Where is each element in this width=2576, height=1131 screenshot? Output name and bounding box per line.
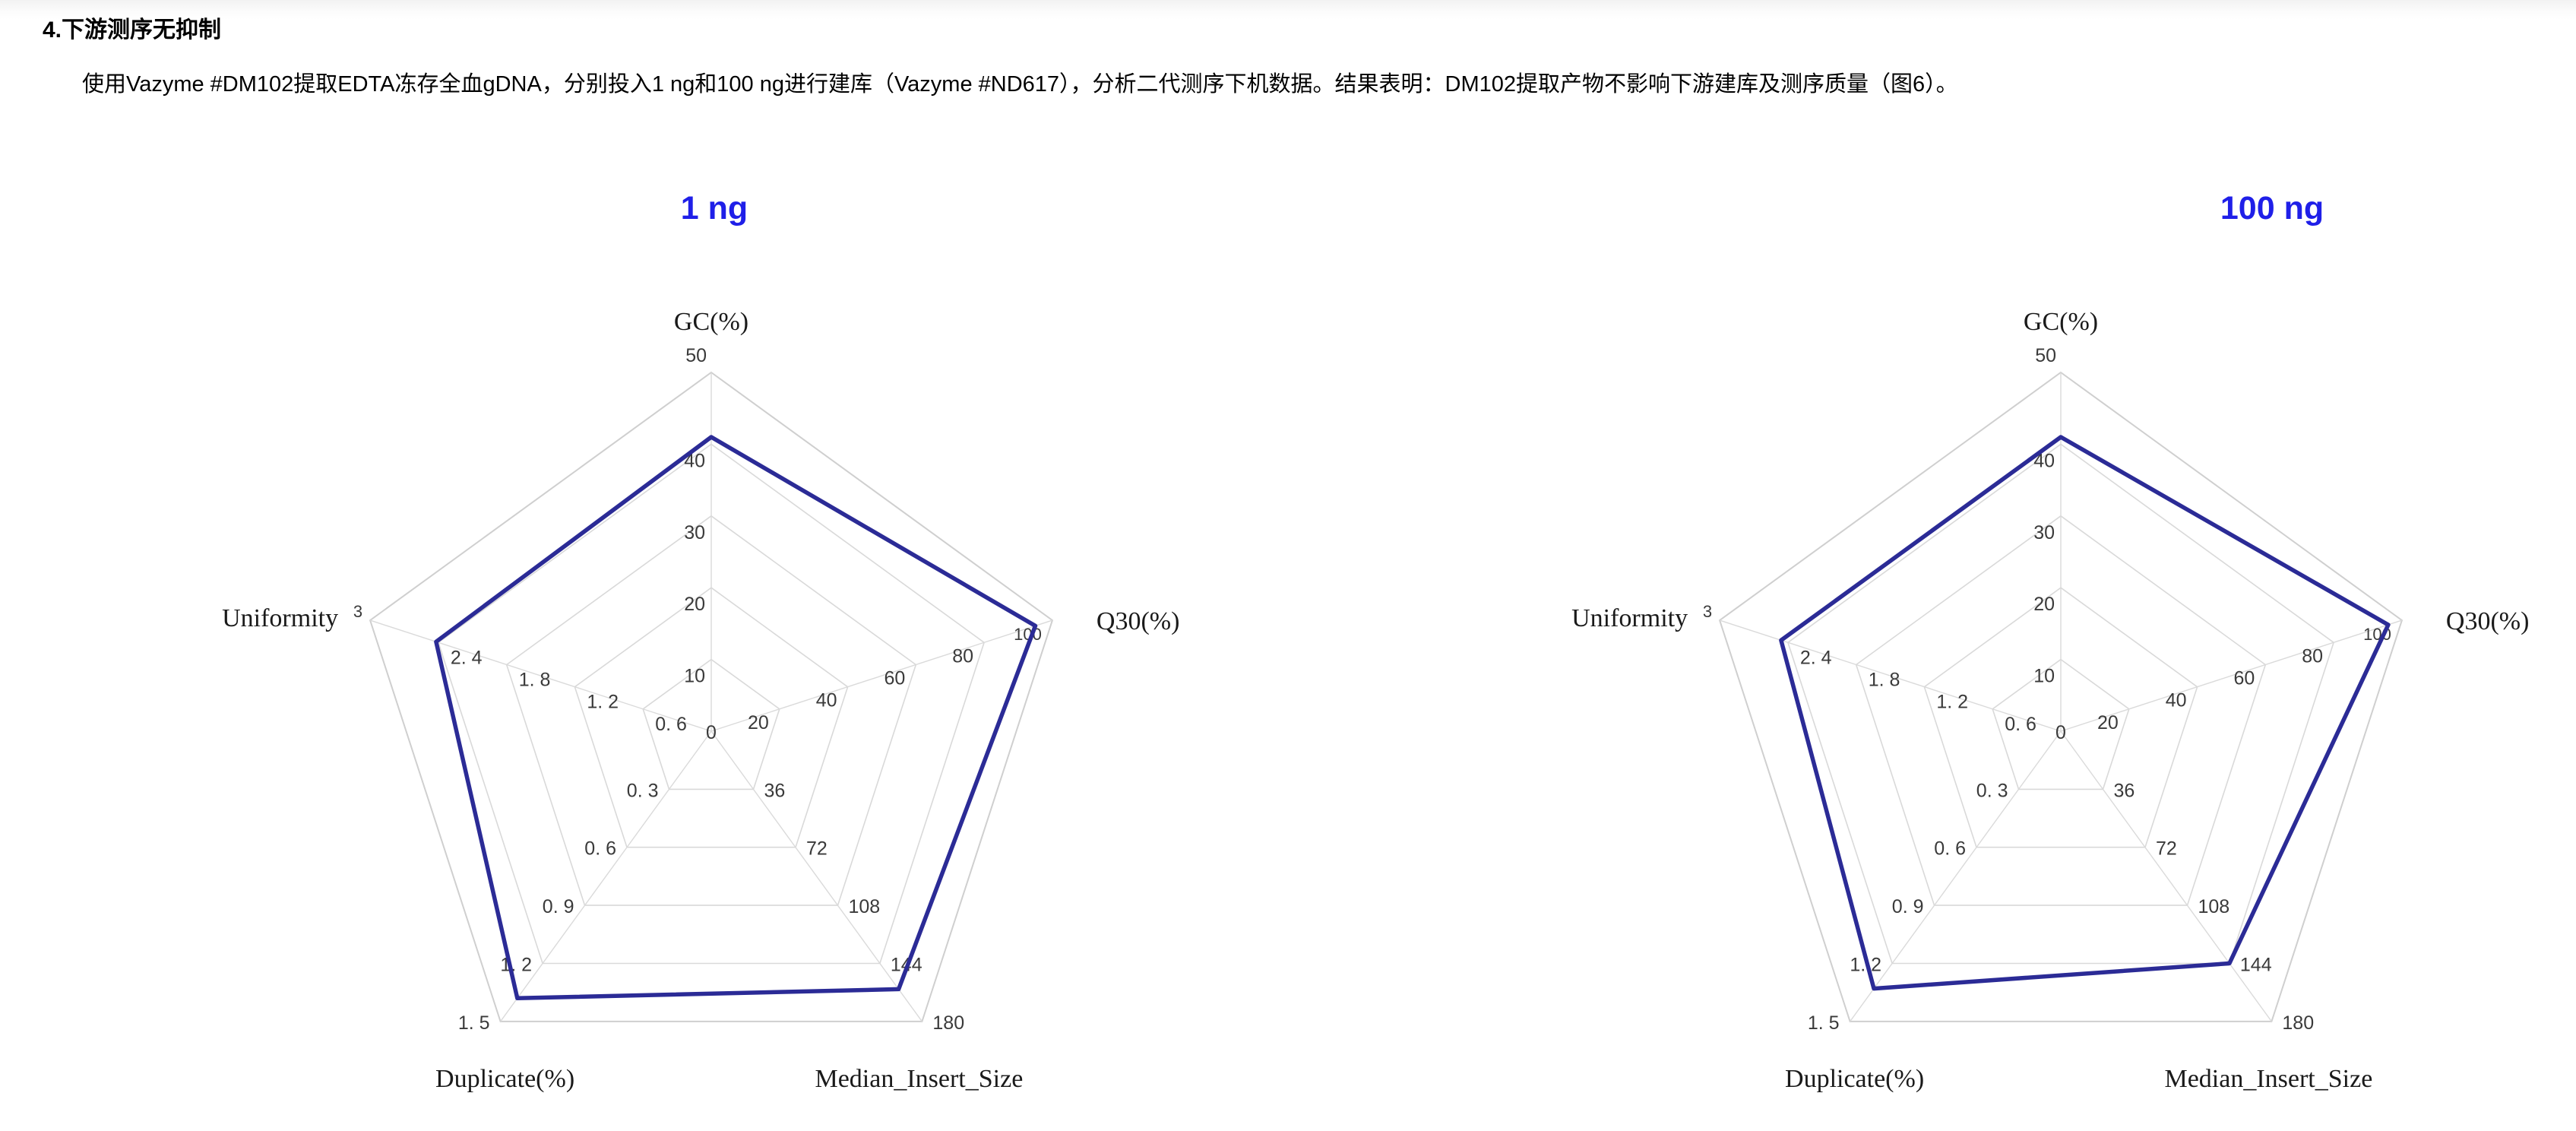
axis-tick-label: 180: [932, 1012, 964, 1034]
axis-tick-label: 20: [748, 712, 769, 733]
axis-tick-label: 0. 3: [627, 780, 659, 801]
axis-tick-label: 2. 4: [451, 647, 483, 668]
axis-tick-label: 30: [2033, 522, 2055, 543]
axis-tick-label: 0. 6: [584, 838, 616, 860]
axis-tick-label: 144: [2240, 955, 2272, 976]
axis-tick-label: 80: [952, 645, 973, 667]
axis-label-gc: GC(%): [2024, 308, 2098, 336]
axis-label-median-insert-size: Median_Insert_Size: [2164, 1065, 2372, 1093]
axis-label-median-insert-size: Median_Insert_Size: [815, 1065, 1023, 1093]
axis-tick-label: 36: [764, 780, 786, 801]
chart-title-1ng: 1 ng: [680, 190, 748, 227]
axis-label-q30: Q30(%): [1097, 607, 1180, 635]
axis-tick-label: 0. 9: [543, 896, 574, 917]
section-paragraph: 使用Vazyme #DM102提取EDTA冻存全血gDNA，分别投入1 ng和1…: [30, 64, 2553, 105]
axis-tick-label: 20: [2097, 712, 2119, 733]
axis-tick-label: 108: [2198, 896, 2230, 917]
axis-tick-label: 10: [2033, 666, 2055, 687]
axis-label-gc: GC(%): [674, 308, 748, 336]
axis-tick-label: 1. 5: [458, 1012, 490, 1034]
axis-tick-label: 1. 2: [587, 692, 619, 713]
axis-tick-label: 3: [353, 602, 362, 621]
axis-tick-label: 36: [2114, 780, 2135, 801]
paragraph-text: 使用Vazyme #DM102提取EDTA冻存全血gDNA，分别投入1 ng和1…: [82, 72, 1958, 97]
axis-tick-label: 10: [684, 666, 705, 687]
axis-tick-label: 50: [2035, 345, 2056, 366]
radar-series-polygon: [434, 435, 1038, 1001]
axis-tick-label: 20: [684, 594, 705, 615]
axis-tick-label: 1. 8: [519, 670, 551, 691]
axis-tick-label: 0: [706, 722, 717, 743]
axis-tick-label: 0. 6: [655, 714, 687, 735]
axis-label-duplicate: Duplicate(%): [1785, 1065, 1924, 1093]
axis-label-q30: Q30(%): [2446, 607, 2530, 635]
axis-tick-label: 72: [2156, 838, 2177, 860]
axis-tick-label: 60: [884, 668, 905, 689]
axis-tick-label: 40: [2166, 690, 2187, 711]
axis-tick-label: 30: [684, 522, 705, 543]
axis-tick-label: 60: [2233, 668, 2255, 689]
axis-tick-label: 0. 9: [1892, 896, 1924, 917]
chart-title-100ng: 100 ng: [2220, 190, 2324, 227]
axis-tick-label: 1. 8: [1869, 670, 1900, 691]
axis-label-duplicate: Duplicate(%): [435, 1065, 574, 1093]
axis-tick-label: 1. 5: [1808, 1012, 1840, 1034]
axis-tick-label: 50: [685, 345, 707, 366]
axis-tick-label: 3: [1703, 602, 1712, 621]
axis-tick-label: 40: [816, 690, 837, 711]
axis-label-uniformity: Uniformity: [1571, 604, 1688, 632]
axis-tick-label: 0. 6: [1934, 838, 1966, 860]
axis-tick-label: 2. 4: [1800, 647, 1832, 668]
axis-label-uniformity: Uniformity: [222, 604, 338, 632]
axis-tick-label: 180: [2282, 1012, 2314, 1034]
axis-tick-label: 20: [2033, 594, 2055, 615]
radar-series-polygon: [1779, 435, 2391, 991]
axis-tick-label: 0: [2055, 722, 2066, 743]
axis-tick-label: 1. 2: [1936, 692, 1968, 713]
section-heading: 4.下游测序无抑制: [43, 17, 222, 43]
axis-tick-label: 108: [849, 896, 881, 917]
axis-tick-label: 72: [806, 838, 828, 860]
axis-tick-label: 80: [2302, 645, 2323, 667]
axis-tick-label: 0. 6: [2005, 714, 2036, 735]
axis-tick-label: 0. 3: [1976, 780, 2008, 801]
axis-tick-label: 1. 2: [500, 955, 532, 976]
